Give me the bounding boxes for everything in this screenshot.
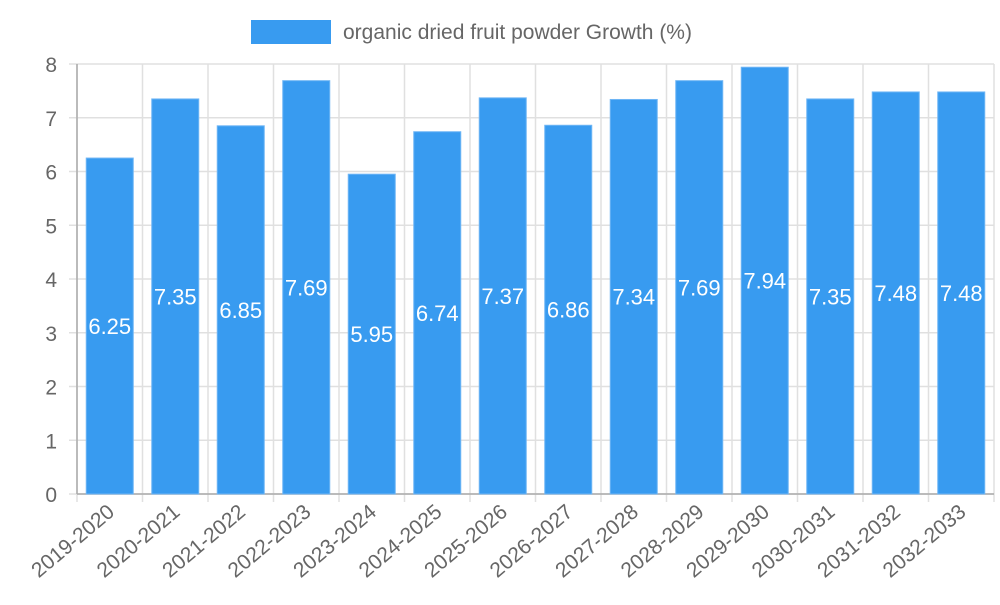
y-tick-label: 6 [45, 162, 57, 185]
y-tick-label: 2 [45, 377, 57, 400]
bar [282, 80, 331, 495]
data-label: 7.69 [285, 275, 328, 300]
data-label: 6.86 [547, 298, 590, 323]
data-label: 7.34 [612, 285, 655, 310]
data-label: 7.48 [940, 281, 983, 306]
data-label: 7.48 [874, 281, 917, 306]
data-label: 7.69 [678, 275, 721, 300]
data-label: 5.95 [350, 322, 393, 347]
legend-swatch [251, 20, 331, 44]
bar [544, 124, 593, 495]
bar [478, 97, 527, 495]
bar [609, 98, 658, 495]
data-label: 6.25 [88, 314, 131, 339]
y-tick-label: 3 [45, 323, 57, 346]
bar [85, 157, 134, 495]
data-label: 7.37 [481, 284, 524, 309]
legend-label: organic dried fruit powder Growth (%) [343, 21, 692, 44]
bar [151, 98, 200, 495]
data-label: 6.74 [416, 301, 459, 326]
bar [871, 91, 920, 495]
data-label: 6.85 [219, 298, 262, 323]
data-label: 7.94 [743, 269, 786, 294]
bar [740, 66, 789, 495]
y-tick-label: 1 [45, 430, 57, 453]
y-tick-label: 5 [45, 215, 57, 238]
bar [347, 173, 396, 495]
y-tick-label: 4 [45, 269, 57, 292]
bar [937, 91, 986, 495]
y-tick-label: 7 [45, 108, 57, 131]
y-tick-label: 0 [45, 484, 57, 507]
y-tick-label: 8 [45, 54, 57, 77]
bar [216, 125, 265, 495]
bar [413, 131, 462, 495]
bar [675, 80, 724, 495]
legend[interactable]: organic dried fruit powder Growth (%) [251, 20, 692, 44]
data-label: 7.35 [154, 284, 197, 309]
data-label: 7.35 [809, 284, 852, 309]
bar [806, 98, 855, 495]
